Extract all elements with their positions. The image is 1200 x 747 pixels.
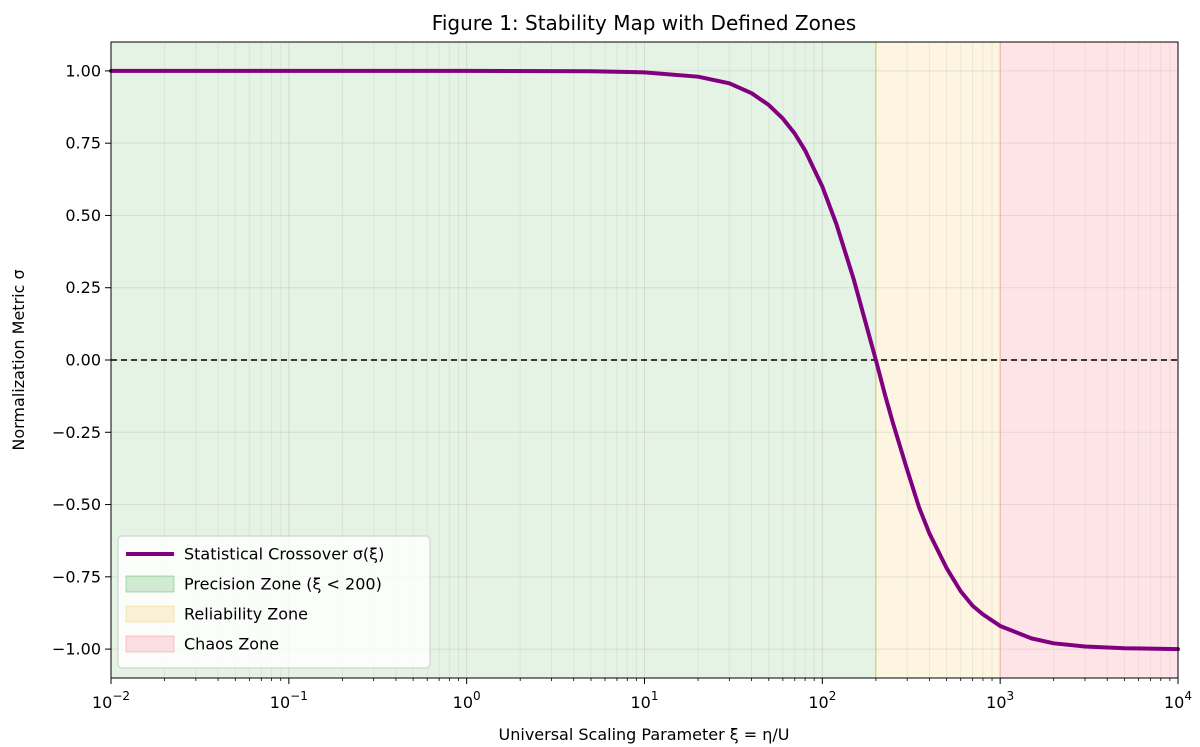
x-tick-label-4: 102: [808, 689, 836, 712]
x-tick-label-2: 100: [453, 689, 481, 712]
y-tick-label-2: 0.50: [65, 206, 101, 225]
legend: Statistical Crossover σ(ξ) Precision Zone…: [117, 535, 431, 669]
y-tick-label-4: 0.00: [65, 351, 101, 370]
legend-label-0: Statistical Crossover σ(ξ): [184, 545, 384, 564]
y-tick-label-5: −0.25: [52, 423, 101, 442]
x-axis-ticks: 10−2 10−1 100 101 102 103 104: [92, 678, 1192, 712]
x-axis-label: Universal Scaling Parameter ξ = η/U: [499, 725, 790, 744]
x-tick-label-5: 103: [986, 689, 1014, 712]
y-tick-label-0: 1.00: [65, 61, 101, 80]
y-tick-label-3: 0.25: [65, 278, 101, 297]
legend-label-1: Precision Zone (ξ < 200): [184, 575, 382, 594]
y-tick-label-8: −1.00: [52, 640, 101, 659]
chart-title: Figure 1: Stability Map with Defined Zon…: [432, 11, 856, 35]
y-tick-label-7: −0.75: [52, 567, 101, 586]
legend-swatch-2: [125, 605, 175, 623]
y-axis-ticks: 1.00 0.75 0.50 0.25 0.00 −0.25 −0.50 −0.75 −1.00: [52, 61, 111, 659]
legend-swatch-1: [125, 575, 175, 593]
x-tick-label-6: 104: [1164, 689, 1192, 712]
legend-label-3: Chaos Zone: [184, 635, 279, 654]
y-axis-label: Normalization Metric σ: [9, 269, 28, 450]
zone-band-2: [1000, 42, 1178, 678]
y-tick-label-1: 0.75: [65, 134, 101, 153]
series-layer: [109, 68, 1180, 652]
x-tick-label-0: 10−2: [92, 689, 130, 712]
series-line-0: [109, 68, 1180, 652]
x-tick-label-3: 101: [631, 689, 659, 712]
legend-swatch-3: [125, 635, 175, 653]
legend-label-2: Reliability Zone: [184, 605, 308, 624]
x-tick-label-1: 10−1: [270, 689, 308, 712]
legend-box: [117, 535, 431, 669]
y-tick-label-6: −0.50: [52, 495, 101, 514]
